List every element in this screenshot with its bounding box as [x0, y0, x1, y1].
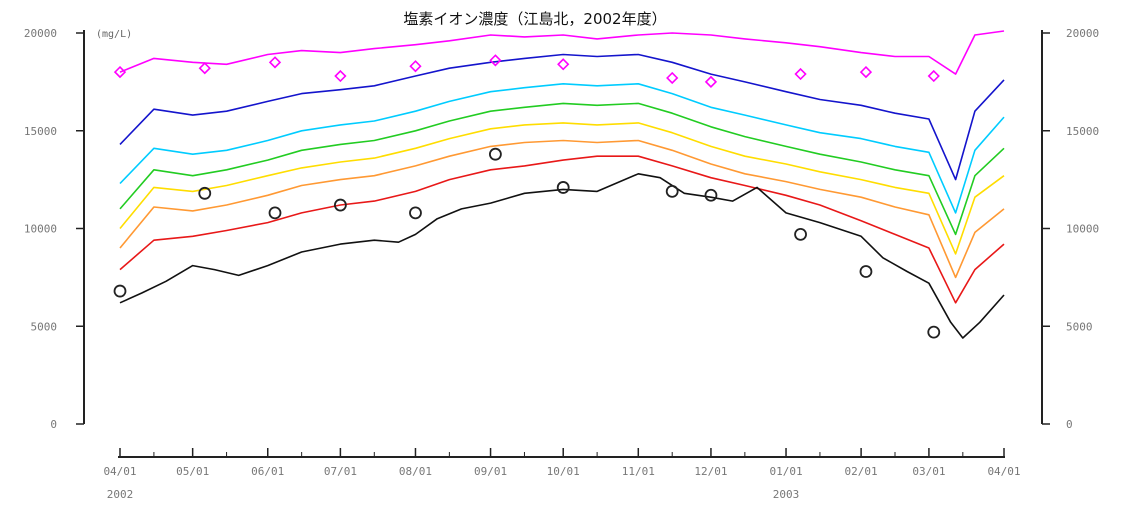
series-line-1: [119, 53, 1005, 181]
series-line-0: [119, 30, 1005, 75]
observation-circle: [409, 206, 422, 220]
observation-circle: [488, 147, 502, 161]
observation-diamond: [794, 67, 807, 81]
observation-diamond: [409, 60, 422, 73]
observation-diamond: [489, 54, 502, 67]
series-lines: [119, 30, 1005, 339]
y-tick-label-right: 20000: [1066, 27, 1099, 40]
series-line-4: [119, 122, 1005, 255]
observation-diamond: [859, 65, 873, 79]
observation-circle: [333, 198, 347, 212]
y-tick-label-left: 0: [50, 418, 57, 431]
observation-diamond: [198, 62, 211, 75]
x-tick-label: 04/01: [103, 465, 136, 478]
observation-circle: [927, 325, 941, 339]
series-line-5: [119, 139, 1005, 279]
observation-circle: [556, 181, 570, 194]
series-line-6: [119, 155, 1005, 304]
observation-diamond: [268, 56, 282, 69]
unit-label: (mg/L): [96, 29, 132, 40]
y-tick-label-right: 15000: [1066, 125, 1099, 138]
observation-diamond: [704, 75, 718, 89]
y-tick-label-left: 15000: [24, 125, 57, 138]
x-ticks: 04/01 05/01 06/01 07/01 08/01 09/01 10/01 11/01…: [103, 448, 1021, 501]
x-tick-label: 09/01: [474, 465, 507, 478]
y-tick-label-left: 10000: [24, 223, 57, 236]
x-tick-label: 06/01: [251, 465, 284, 478]
y-tick-label-left: 20000: [24, 27, 57, 40]
x-tick-label: 03/01: [912, 465, 945, 478]
x-tick-label: 05/01: [176, 465, 209, 478]
observation-circle: [268, 206, 282, 220]
observation-diamond: [557, 58, 570, 71]
x-year-label: 2003: [773, 488, 800, 501]
observation-diamond: [927, 69, 940, 83]
observation-circle: [704, 188, 718, 202]
observation-diamond: [334, 69, 347, 83]
observation-diamond: [666, 71, 679, 85]
series-line-2: [119, 83, 1005, 214]
observation-circle: [113, 284, 127, 298]
observation-circle: [665, 184, 679, 198]
observation-circle: [198, 186, 212, 200]
series-line-3: [119, 102, 1005, 236]
y-ticks: 0 0 5000 5000 10000 10000 15000 15000 20000 20000: [24, 27, 1099, 431]
x-tick-label: 01/01: [769, 465, 802, 478]
x-tick-label: 02/01: [845, 465, 878, 478]
x-year-label: 2002: [107, 488, 134, 501]
x-tick-label: 08/01: [399, 465, 432, 478]
observation-markers: [113, 54, 941, 339]
x-tick-label: 10/01: [547, 465, 580, 478]
y-tick-label-right: 10000: [1066, 223, 1099, 236]
observation-circle: [859, 265, 873, 278]
y-tick-label-right: 0: [1066, 418, 1073, 431]
chart-title: 塩素イオン濃度（江島北，2002年度）: [403, 10, 666, 28]
observation-diamond: [113, 65, 127, 79]
x-tick-label: 07/01: [324, 465, 357, 478]
series-line-7: [119, 173, 1005, 339]
x-tick-label: 11/01: [622, 465, 655, 478]
x-tick-label: 12/01: [694, 465, 727, 478]
y-tick-label-right: 5000: [1066, 320, 1093, 333]
observation-circle: [794, 227, 807, 241]
y-tick-label-left: 5000: [31, 320, 58, 333]
x-tick-label: 04/01: [987, 465, 1020, 478]
